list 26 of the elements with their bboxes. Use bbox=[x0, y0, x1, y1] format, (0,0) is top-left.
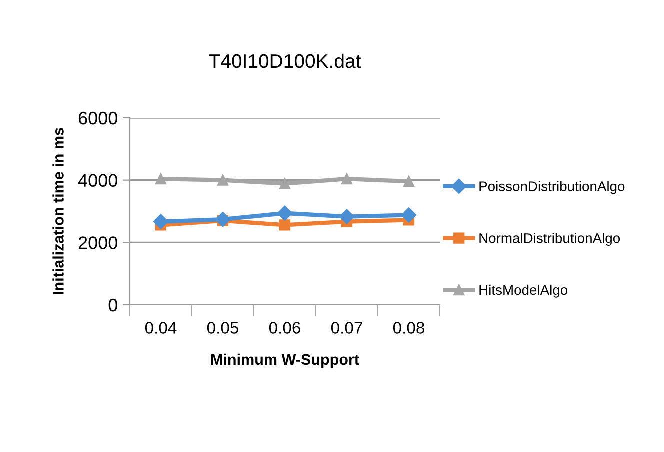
point bbox=[279, 178, 291, 190]
x-axis-title: Minimum W-Support bbox=[212, 354, 360, 368]
chart-title: T40I10D100K.dat bbox=[209, 54, 362, 68]
x-tick-label: 0.05 bbox=[207, 322, 239, 334]
legend-label: HitsModelAlgo bbox=[480, 284, 568, 298]
x-tick-label: 0.08 bbox=[393, 322, 424, 334]
point bbox=[217, 174, 229, 186]
x-tick-label: 0.07 bbox=[331, 322, 362, 334]
y-tick-label: 6000 bbox=[78, 112, 118, 125]
point bbox=[341, 174, 353, 185]
point bbox=[401, 208, 417, 223]
legend-label: PoissonDistributionAlgo bbox=[480, 181, 625, 194]
x-tick-label: 0.04 bbox=[145, 322, 177, 334]
point bbox=[277, 206, 293, 221]
point bbox=[339, 209, 355, 224]
y-axis-title: Initialization time in ms bbox=[52, 128, 64, 295]
point bbox=[155, 174, 167, 185]
point bbox=[279, 220, 291, 231]
point bbox=[403, 176, 415, 188]
y-tick-label: 4000 bbox=[78, 174, 118, 188]
y-tick-label: 0 bbox=[108, 298, 118, 312]
point bbox=[215, 212, 231, 228]
legend-label: NormalDistributionAlgo bbox=[480, 233, 620, 246]
x-tick-label: 0.06 bbox=[269, 322, 300, 334]
point bbox=[153, 214, 169, 230]
y-tick-label: 2000 bbox=[78, 236, 118, 250]
